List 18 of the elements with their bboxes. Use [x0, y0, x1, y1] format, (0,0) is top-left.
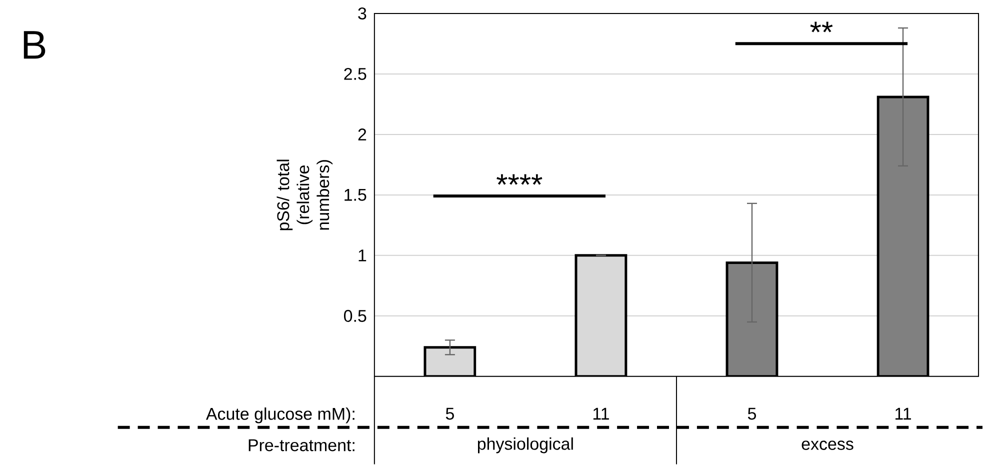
- text: excess: [802, 440, 854, 450]
- text: Acute glucose mM):: [206, 408, 354, 424]
- y-tick-label: 1.5: [344, 189, 366, 201]
- annotation: **: [810, 22, 833, 32]
- annotation: ****: [496, 174, 542, 185]
- text: Pre-treatment:: [248, 439, 354, 452]
- y-tick-label: 2: [358, 128, 366, 140]
- x-tick-label: 11: [895, 408, 911, 420]
- x-tick-label: 5: [748, 408, 756, 420]
- y-tick-label: 2.5: [344, 68, 366, 80]
- y-tick-label: 0.5: [344, 310, 366, 322]
- text: B: [24, 31, 46, 59]
- y-tick-label: 3: [358, 8, 366, 20]
- y-tick-label: 1: [358, 250, 366, 262]
- x-tick-label: 5: [446, 408, 454, 420]
- x-tick-label: 11: [593, 408, 609, 420]
- text: physiological: [478, 438, 573, 454]
- y-axis-title: pS6/ total (relative numbers): [276, 160, 333, 230]
